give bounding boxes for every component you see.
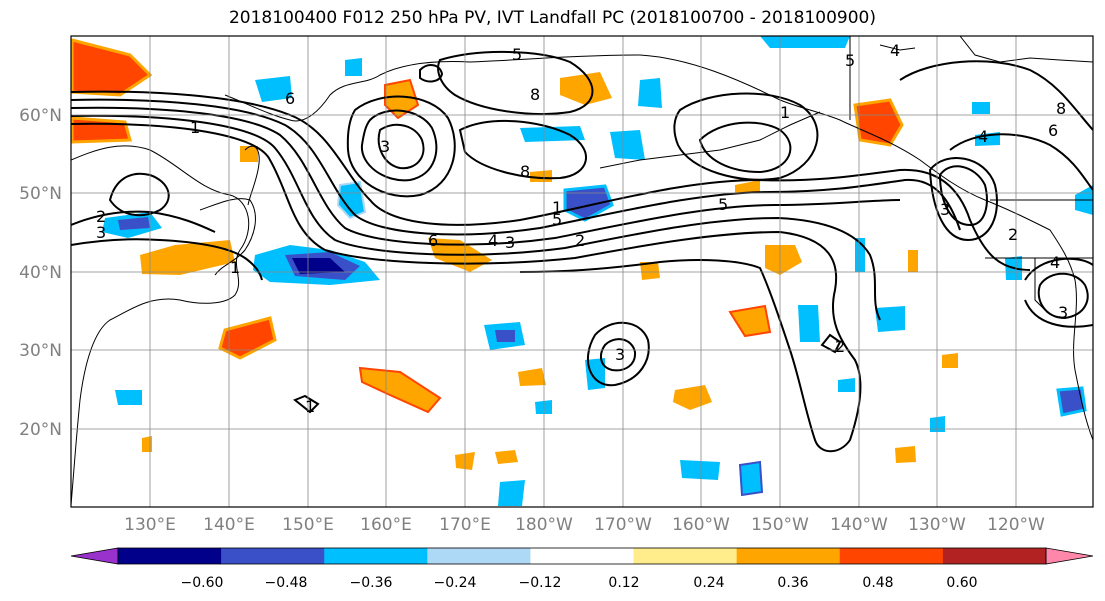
contour-label: 4 (890, 41, 900, 60)
colorbar-segment (427, 548, 531, 564)
lon-label: 140°W (830, 515, 888, 535)
contour-label: 3 (940, 200, 950, 219)
colorbar-label: −0.48 (265, 575, 308, 591)
colorbar-segment (221, 548, 325, 564)
colorbar-segment (942, 548, 1047, 564)
colorbar-label: 0.24 (693, 575, 724, 591)
contour-label: 5 (845, 51, 855, 70)
contour-label: 3 (505, 233, 515, 252)
contour-label: 4 (488, 231, 498, 250)
lat-label: 50°N (19, 184, 62, 204)
colorbar-labels: −0.60 −0.48 −0.36 −0.24 −0.12 0.12 0.24 … (181, 575, 978, 591)
lon-label: 180°W (515, 515, 573, 535)
contour-label: 8 (530, 85, 540, 104)
lon-label: 150°E (282, 515, 334, 535)
colorbar-segment (839, 548, 944, 564)
lat-label: 60°N (19, 106, 62, 126)
lon-label: 130°W (908, 515, 966, 535)
contour-label: 5 (718, 195, 728, 214)
colorbar-label: −0.36 (350, 575, 393, 591)
contour-label: 5 (552, 210, 562, 229)
contour-label: 3 (1058, 303, 1068, 322)
map-area (71, 36, 1093, 507)
contour-label: 3 (615, 345, 625, 364)
lon-label: 170°W (594, 515, 652, 535)
colorbar-segment (118, 548, 222, 564)
contour-labels: 1 2 3 5 6 8 1 2 3 4 5 6 8 1 3 5 2 4 3 2 … (96, 41, 1068, 416)
lat-label: 20°N (19, 420, 62, 440)
contour-label: 4 (1050, 253, 1060, 272)
lat-label: 40°N (19, 263, 62, 283)
colorbar-segment (530, 548, 635, 564)
contour-label: 4 (978, 127, 988, 146)
colorbar-frame (117, 547, 1047, 565)
lon-label: 130°E (124, 515, 176, 535)
colorbar-segment (736, 548, 841, 564)
colorbar (70, 547, 1094, 565)
latitude-labels: 60°N 50°N 40°N 30°N 20°N (19, 106, 62, 440)
map-title: 2018100400 F012 250 hPa PV, IVT Landfall… (228, 8, 876, 28)
colorbar-label: 0.48 (862, 575, 893, 591)
colorbar-label: 0.60 (946, 575, 977, 591)
lat-label: 30°N (19, 341, 62, 361)
coastlines (71, 36, 1093, 506)
contour-label: 2 (1008, 225, 1018, 244)
colorbar-extend-low (70, 547, 119, 565)
colorbar-label: −0.60 (181, 575, 224, 591)
contour-label: 5 (512, 45, 522, 64)
contour-label: 8 (520, 162, 530, 181)
contour-label: 3 (96, 223, 106, 242)
colorbar-label: −0.24 (434, 575, 477, 591)
map-frame (70, 35, 1094, 508)
lon-label: 140°E (203, 515, 255, 535)
colorbar-segment (324, 548, 428, 564)
contour-label: 3 (380, 137, 390, 156)
lon-label: 150°W (751, 515, 809, 535)
negative-anomaly-shading (102, 36, 1093, 506)
colorbar-label: −0.12 (519, 575, 562, 591)
contour-label: 1 (780, 103, 790, 122)
colorbar-label: 0.36 (777, 575, 808, 591)
contour-label: 8 (1056, 99, 1066, 118)
contour-label: 6 (428, 231, 438, 250)
graticule (71, 36, 1093, 507)
colorbar-segment (633, 548, 738, 564)
lon-label: 120°W (987, 515, 1045, 535)
lon-label: 160°W (672, 515, 730, 535)
contour-label: 6 (1048, 121, 1058, 140)
contour-label: 1 (230, 258, 240, 277)
lon-label: 160°E (360, 515, 412, 535)
lon-label: 170°E (439, 515, 491, 535)
contour-label: 1 (190, 118, 200, 137)
colorbar-label: 0.12 (608, 575, 639, 591)
contour-label: 2 (96, 207, 106, 226)
contour-label: 1 (552, 198, 562, 217)
colorbar-extend-high (1045, 547, 1094, 565)
contour-label: 2 (575, 231, 585, 250)
contour-label: 2 (835, 337, 845, 356)
positive-anomaly-shading (71, 38, 958, 470)
contour-label: 1 (305, 397, 315, 416)
longitude-labels: 130°E 140°E 150°E 160°E 170°E 180°W 170°… (124, 515, 1045, 535)
contour-label: 6 (285, 89, 295, 108)
